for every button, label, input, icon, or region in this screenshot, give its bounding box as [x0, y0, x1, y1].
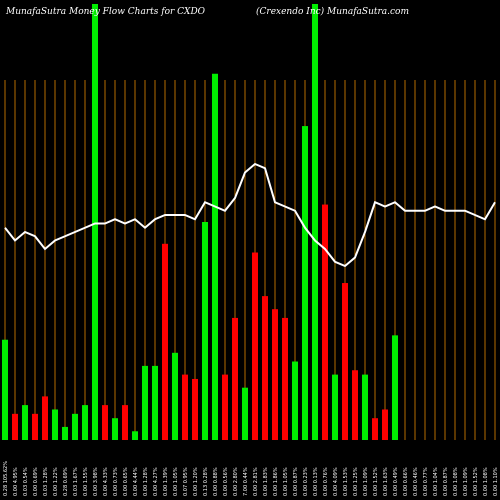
x-tick-label: 0.00 1.05% [173, 467, 179, 496]
money-flow-bar [162, 243, 168, 440]
x-tick-label: 0.00 1.83% [263, 467, 269, 496]
money-flow-bar [122, 405, 128, 440]
x-tick-label: 0.00 1.22% [53, 467, 59, 496]
x-tick-label: 0.28 0.69% [63, 467, 69, 496]
money-flow-bar [112, 418, 118, 440]
x-tick-label: 0.00 0.87% [443, 467, 449, 496]
money-flow-bar [252, 252, 258, 440]
grid-lines [4, 80, 496, 440]
x-tick-label: 0.00 4.95% [13, 467, 19, 496]
money-flow-bar [362, 374, 368, 440]
money-flow-bar [132, 431, 138, 440]
x-tick-label: 0.03 0.54% [23, 467, 29, 496]
x-tick-label: 0.00 1.86% [273, 467, 279, 496]
x-tick-label: 0.00 0.13% [313, 467, 319, 496]
money-flow-bar [312, 4, 318, 440]
money-flow-bar [82, 405, 88, 440]
x-tick-label: 0.00 0.46% [413, 467, 419, 496]
chart-title-left: MunafaSutra Money Flow Charts for CXDO [5, 7, 206, 17]
x-tick-label: 0.00 1.20% [193, 467, 199, 496]
x-tick-label: 0.00 0.76% [323, 467, 329, 496]
x-tick-label: 0.00 4.09% [333, 467, 339, 496]
x-tick-label: 0.00 0.77% [423, 467, 429, 496]
x-tick-label: 0.00 1.63% [383, 467, 389, 496]
x-tick-label: 0.00 1.55% [83, 467, 89, 496]
money-flow-bar [282, 317, 288, 440]
money-flow-bar [292, 361, 298, 440]
x-tick-label: 0.00 1.09% [363, 467, 369, 496]
x-tick-label: 0.13 0.28% [203, 467, 209, 496]
x-tick-label: 0.00 3.98% [93, 467, 99, 496]
money-flow-bar [72, 413, 78, 440]
x-tick-label: 0.28 105.62% [3, 461, 9, 496]
money-flow-bar [192, 378, 198, 440]
money-flow-bar [92, 4, 98, 440]
chart-title-right: (Crexendo Inc) MunafaSutra.com [256, 6, 409, 17]
x-tick-label: 0.00 0.73% [113, 467, 119, 496]
x-tick-label: 0.03 1.28% [43, 467, 49, 496]
x-tick-label: 0.00 1.10% [493, 467, 499, 496]
money-flow-bar [142, 365, 148, 440]
money-flow-bar [42, 396, 48, 440]
x-tick-label: 0.00 4.44% [133, 467, 139, 496]
x-tick-label: 0.00 1.05% [283, 467, 289, 496]
money-flow-bar [62, 426, 68, 440]
x-tick-label: 0.00 4.33% [103, 467, 109, 496]
money-flow-line-series [4, 162, 496, 268]
money-flow-bar [372, 418, 378, 440]
x-tick-label: 0.00 1.25% [353, 467, 359, 496]
x-tick-label: 0.00 1.04% [433, 467, 439, 496]
money-flow-bar [212, 73, 218, 440]
money-flow-bar [2, 339, 8, 440]
money-flow-bar [352, 370, 358, 440]
money-flow-bar [382, 409, 388, 440]
x-tick-label: 0.00 0.65% [123, 467, 129, 496]
x-tick-labels: 0.28 105.62% 0.00 4.95% 0.03 0.54% 0.00 0.6… [3, 461, 499, 496]
x-tick-label: 0.00 1.09% [463, 467, 469, 496]
x-tick-label: 0.00 1.52% [373, 467, 379, 496]
x-tick-label: 0.00 1.39% [163, 467, 169, 496]
money-flow-bar [172, 352, 178, 440]
x-tick-label: 0.00 1.08% [483, 467, 489, 496]
x-tick-label: 0.00 0.87% [293, 467, 299, 496]
money-flow-bar [102, 405, 108, 440]
money-flow-bar [322, 204, 328, 440]
money-flow-bar [302, 126, 308, 440]
x-tick-label: 0.00 0.23% [303, 467, 309, 496]
money-flow-bar [232, 317, 238, 440]
x-tick-label: 0.00 0.88% [213, 467, 219, 496]
money-flow-bar [242, 387, 248, 440]
x-tick-label: 0.00 0.56% [223, 467, 229, 496]
money-flow-bar [22, 405, 28, 440]
money-flow-bar [272, 309, 278, 440]
x-tick-label: 0.00 2.80% [233, 467, 239, 496]
money-flow-line [4, 162, 496, 268]
x-tick-label: 0.00 1.53% [343, 467, 349, 496]
bar-series [2, 4, 398, 440]
money-flow-bar [222, 374, 228, 440]
money-flow-bar [342, 283, 348, 440]
x-tick-label: 0.00 0.66% [403, 467, 409, 496]
x-tick-label: 0.07 0.95% [183, 467, 189, 496]
x-tick-label: 0.00 1.08% [453, 467, 459, 496]
money-flow-bar [392, 335, 398, 440]
money-flow-bar [52, 409, 58, 440]
money-flow-bar [202, 222, 208, 440]
x-tick-label: 0.00 4.27% [153, 467, 159, 496]
x-tick-label: 0.00 0.49% [393, 467, 399, 496]
x-tick-label: 0.00 0.69% [33, 467, 39, 496]
money-flow-bar [332, 374, 338, 440]
x-tick-label: 0.00 2.81% [253, 467, 259, 496]
money-flow-bar [262, 296, 268, 440]
money-flow-bar [12, 413, 18, 440]
x-tick-label: 0.00 1.52% [473, 467, 479, 496]
x-tick-label: 0.03 1.67% [73, 467, 79, 496]
money-flow-bar [152, 365, 158, 440]
money-flow-bar [32, 413, 38, 440]
x-tick-label: 7.00 0.44% [243, 467, 249, 496]
money-flow-bar [182, 374, 188, 440]
x-tick-label: 0.00 1.28% [143, 467, 149, 496]
